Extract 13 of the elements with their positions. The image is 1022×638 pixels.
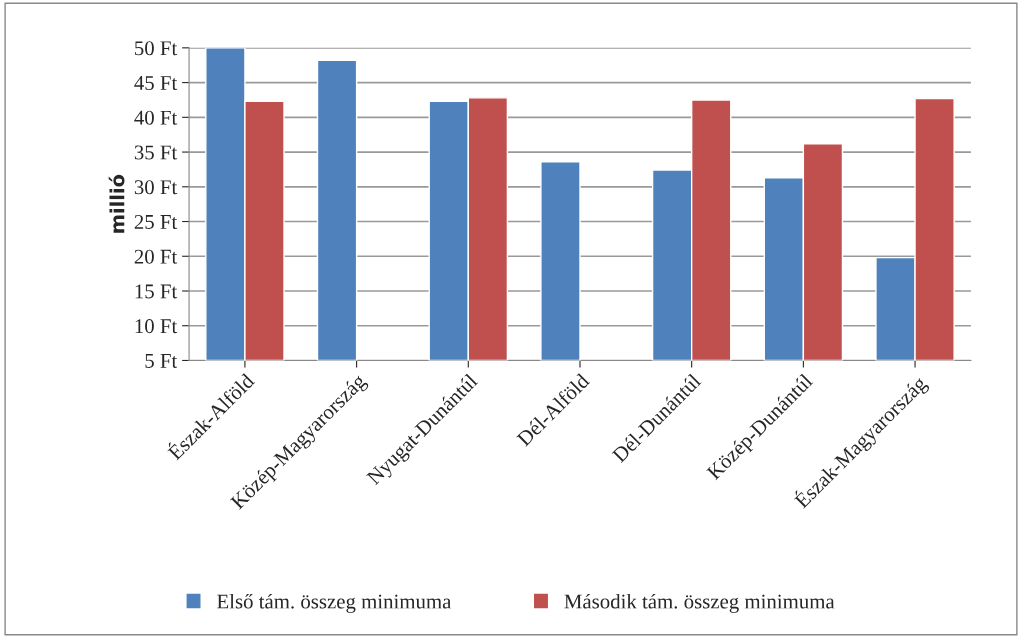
y-tick-label: 40 Ft <box>134 110 178 125</box>
y-tick-label: 35 Ft <box>134 145 178 160</box>
y-tick-label: 5 Ft <box>145 354 178 368</box>
y-tick-label: 25 Ft <box>134 214 178 229</box>
y-tick-label: 20 Ft <box>134 249 178 264</box>
y-tick-label: 10 Ft <box>135 319 178 334</box>
legend-label: Második tám. összeg minimuma <box>564 593 835 613</box>
y-tick-label: 45 Ft <box>134 76 178 91</box>
y-tick-label: 15 Ft <box>135 284 178 299</box>
y-tick-label: 50 Ft <box>135 41 178 56</box>
y-axis-title: millió <box>108 174 125 233</box>
legend-label: Első tám. összeg minimuma <box>217 593 452 613</box>
y-tick-label: 30 Ft <box>134 180 178 195</box>
